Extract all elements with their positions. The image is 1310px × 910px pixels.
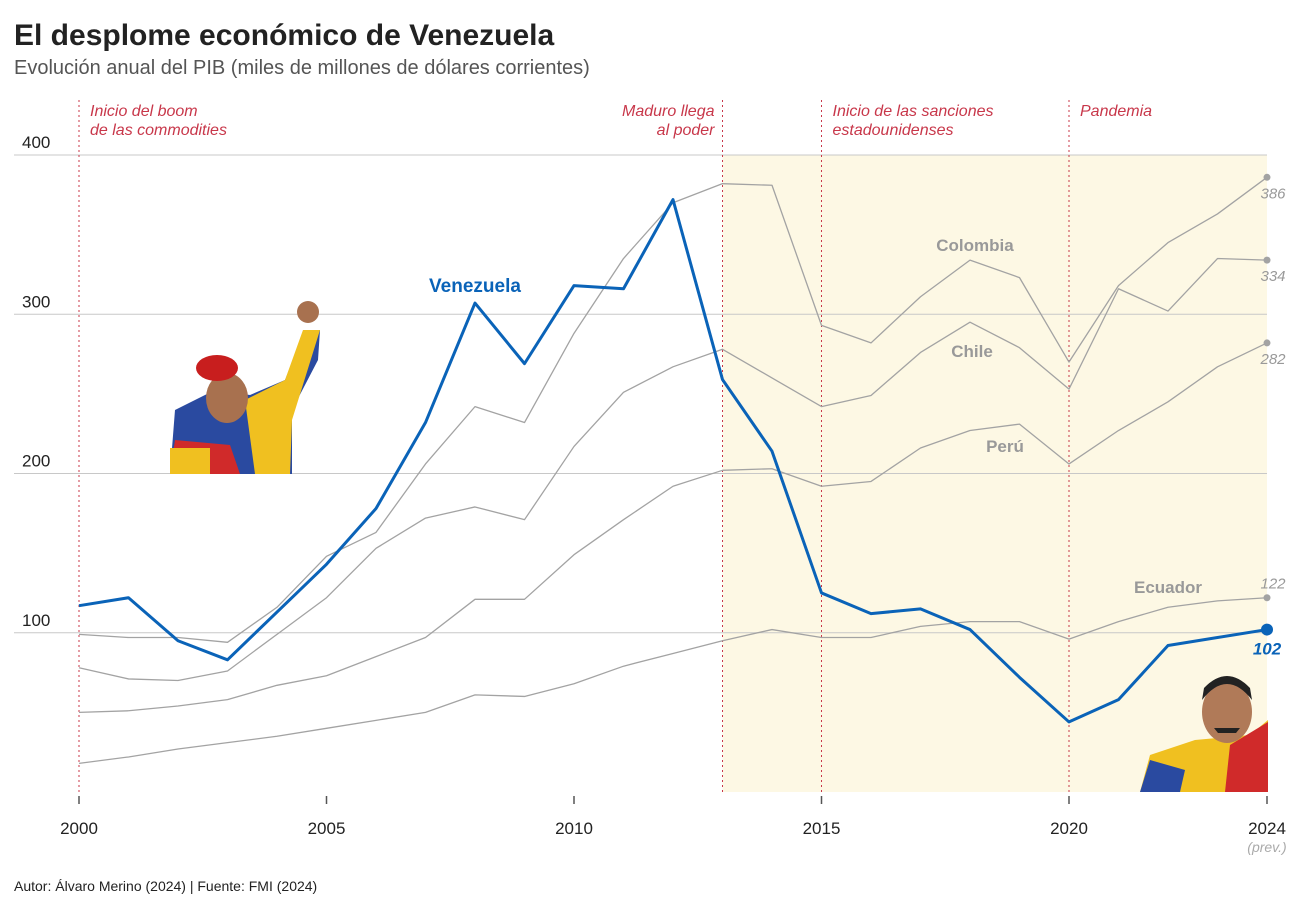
- x-tick-label: 2020: [1050, 819, 1088, 838]
- series-label-ecuador: Ecuador: [1134, 578, 1202, 597]
- event-annotation: de las commodities: [90, 122, 227, 139]
- event-annotation: Inicio de las sanciones: [833, 103, 994, 120]
- x-tick-label: 2005: [308, 819, 346, 838]
- x-tick-label: 2024: [1248, 819, 1286, 838]
- data-point-chile-2024: [1264, 257, 1271, 264]
- chavez-photo: [170, 301, 320, 474]
- y-tick-label: 200: [22, 452, 50, 471]
- series-label-venezuela: Venezuela: [429, 276, 521, 297]
- end-value-label-venezuela: 102: [1253, 640, 1282, 659]
- x-forecast-note: (prev.): [1247, 839, 1286, 855]
- x-tick-label: 2010: [555, 819, 593, 838]
- data-point-perú-2024: [1264, 339, 1271, 346]
- data-point-venezuela-2024: [1261, 624, 1273, 636]
- series-label-colombia: Colombia: [936, 236, 1014, 255]
- end-value-label-perú: 282: [1259, 351, 1286, 368]
- chart-subtitle: Evolución anual del PIB (miles de millon…: [14, 57, 590, 79]
- y-tick-label: 300: [22, 292, 50, 311]
- event-annotation: Pandemia: [1080, 103, 1152, 120]
- event-annotation: Inicio del boom: [90, 103, 198, 120]
- footer-source: Autor: Álvaro Merino (2024) | Fuente: FM…: [14, 878, 317, 894]
- end-value-label-chile: 334: [1260, 268, 1285, 285]
- x-tick-label: 2000: [60, 819, 98, 838]
- data-point-colombia-2024: [1264, 174, 1271, 181]
- event-annotation: estadounidenses: [833, 122, 954, 139]
- series-label-chile: Chile: [951, 342, 993, 361]
- y-tick-label: 400: [22, 133, 50, 152]
- x-tick-label: 2015: [803, 819, 841, 838]
- data-point-ecuador-2024: [1264, 594, 1271, 601]
- series-label-perú: Perú: [986, 437, 1024, 456]
- event-annotation: al poder: [657, 122, 715, 139]
- y-tick-label: 100: [22, 611, 50, 630]
- end-value-label-ecuador: 122: [1260, 576, 1286, 593]
- chart-title: El desplome económico de Venezuela: [14, 19, 554, 52]
- end-value-label-colombia: 386: [1260, 185, 1286, 202]
- event-annotation: Maduro llega: [622, 103, 715, 120]
